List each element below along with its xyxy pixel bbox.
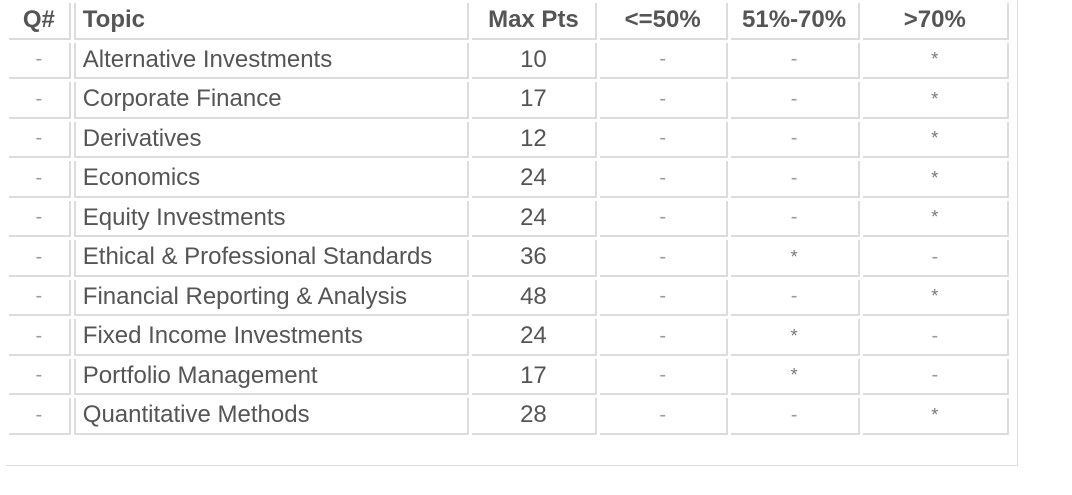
row-low-band-mark: -	[599, 240, 728, 277]
table-body: - Alternative Investments 10- - * - Corporate …	[9, 42, 1009, 435]
table-row: - Ethical & Professional Standards 36- * -	[9, 240, 1009, 277]
row-low-band-mark: -	[599, 200, 728, 237]
row-high-band-mark: -	[862, 358, 1009, 395]
row-topic: Equity Investments	[73, 200, 470, 237]
row-q-number: -	[9, 319, 71, 356]
table-row: - Equity Investments 24- - *	[9, 200, 1009, 237]
row-mid-band-mark: *	[730, 358, 860, 395]
row-max-pts: 17	[472, 82, 597, 119]
row-low-band-mark: -	[599, 319, 728, 356]
table-row: - Alternative Investments 10- - *	[9, 42, 1009, 79]
row-q-number: -	[9, 240, 71, 277]
row-topic: Derivatives	[73, 121, 470, 158]
row-topic: Ethical & Professional Standards	[73, 240, 470, 277]
row-max-pts: 24	[472, 161, 597, 198]
row-topic: Quantitative Methods	[73, 398, 470, 435]
header-topic: Topic	[73, 3, 470, 40]
row-high-band-mark: *	[862, 279, 1009, 316]
row-low-band-mark: -	[599, 358, 728, 395]
row-high-band-mark: *	[862, 200, 1009, 237]
row-max-pts: 36	[472, 240, 597, 277]
row-high-band-mark: *	[862, 161, 1009, 198]
row-mid-band-mark: -	[730, 121, 860, 158]
row-mid-band-mark: -	[730, 279, 860, 316]
row-q-number: -	[9, 358, 71, 395]
row-mid-band-mark: -	[730, 161, 860, 198]
row-high-band-mark: *	[862, 42, 1009, 79]
table-row: - Financial Reporting & Analysis 48- - *	[9, 279, 1009, 316]
row-topic: Alternative Investments	[73, 42, 470, 79]
row-low-band-mark: -	[599, 82, 728, 119]
header-q-number: Q#	[9, 3, 71, 40]
row-high-band-mark: *	[862, 82, 1009, 119]
header-low-band: <=50%	[599, 3, 728, 40]
header-mid-band: 51%-70%	[730, 3, 860, 40]
row-low-band-mark: -	[599, 161, 728, 198]
table-header-row: Q# Topic Max Pts <=50% 51%-70% >70%	[9, 3, 1009, 40]
row-topic: Financial Reporting & Analysis	[73, 279, 470, 316]
row-high-band-mark: -	[862, 240, 1009, 277]
row-max-pts: 24	[472, 319, 597, 356]
table-row: - Derivatives 12- - *	[9, 121, 1009, 158]
row-mid-band-mark: *	[730, 319, 860, 356]
row-q-number: -	[9, 398, 71, 435]
row-mid-band-mark: *	[730, 240, 860, 277]
row-low-band-mark: -	[599, 121, 728, 158]
table-row: - Fixed Income Investments 24- * -	[9, 319, 1009, 356]
row-q-number: -	[9, 200, 71, 237]
row-topic: Portfolio Management	[73, 358, 470, 395]
row-topic: Economics	[73, 161, 470, 198]
row-max-pts: 17	[472, 358, 597, 395]
row-mid-band-mark: -	[730, 42, 860, 79]
row-mid-band-mark: -	[730, 82, 860, 119]
table-row: - Quantitative Methods 28- - *	[9, 398, 1009, 435]
row-max-pts: 10	[472, 42, 597, 79]
row-low-band-mark: -	[599, 279, 728, 316]
table-row: - Economics 24- - *	[9, 161, 1009, 198]
row-max-pts: 12	[472, 121, 597, 158]
table-row: - Portfolio Management 17- * -	[9, 358, 1009, 395]
row-high-band-mark: *	[862, 398, 1009, 435]
row-q-number: -	[9, 42, 71, 79]
row-topic: Fixed Income Investments	[73, 319, 470, 356]
row-mid-band-mark: -	[730, 200, 860, 237]
header-high-band: >70%	[862, 3, 1009, 40]
results-panel: Q# Topic Max Pts <=50% 51%-70% >70% - Alt…	[6, 0, 1018, 466]
row-topic: Corporate Finance	[73, 82, 470, 119]
table-row: - Corporate Finance 17- - *	[9, 82, 1009, 119]
row-max-pts: 24	[472, 200, 597, 237]
row-mid-band-mark: -	[730, 398, 860, 435]
row-max-pts: 28	[472, 398, 597, 435]
row-low-band-mark: -	[599, 398, 728, 435]
row-q-number: -	[9, 279, 71, 316]
row-low-band-mark: -	[599, 42, 728, 79]
topic-score-table: Q# Topic Max Pts <=50% 51%-70% >70% - Alt…	[6, 0, 1012, 438]
header-max-pts: Max Pts	[472, 3, 597, 40]
row-max-pts: 48	[472, 279, 597, 316]
row-q-number: -	[9, 161, 71, 198]
row-q-number: -	[9, 82, 71, 119]
row-high-band-mark: -	[862, 319, 1009, 356]
row-high-band-mark: *	[862, 121, 1009, 158]
row-q-number: -	[9, 121, 71, 158]
